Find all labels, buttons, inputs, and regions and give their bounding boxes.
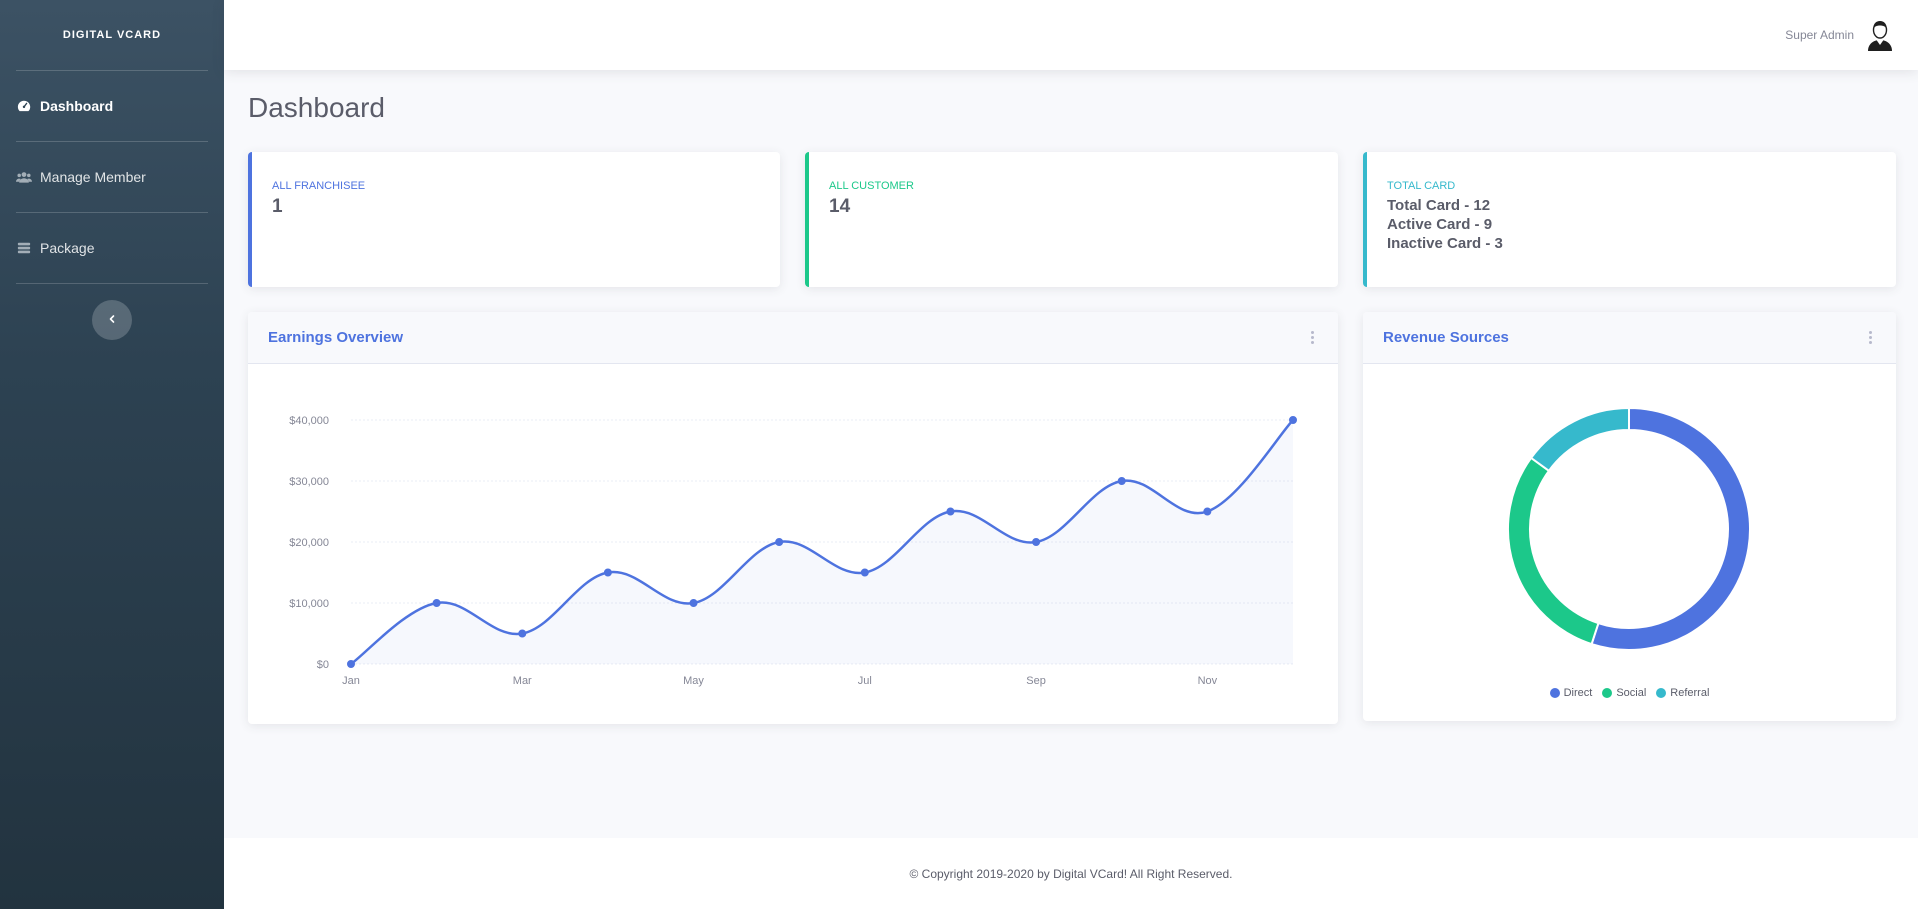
data-point bbox=[1289, 416, 1297, 424]
y-tick-label: $40,000 bbox=[289, 415, 329, 427]
y-tick-label: $10,000 bbox=[289, 598, 329, 610]
legend-swatch bbox=[1656, 688, 1667, 698]
x-tick-label: Jul bbox=[858, 675, 872, 687]
user-avatar-icon[interactable] bbox=[1864, 19, 1896, 51]
user-name[interactable]: Super Admin bbox=[1785, 28, 1854, 42]
area-fill bbox=[351, 420, 1293, 664]
data-point bbox=[432, 599, 441, 607]
sidebar-divider bbox=[16, 283, 208, 284]
data-point bbox=[946, 507, 955, 516]
y-tick-label: $30,000 bbox=[289, 476, 329, 488]
revenue-donut-chart bbox=[1507, 406, 1751, 651]
sidebar-divider bbox=[16, 70, 208, 71]
stat-label: TOTAL CARD bbox=[1387, 180, 1456, 192]
stat-card-total-card: TOTAL CARD Total Card - 12 Active Card -… bbox=[1363, 152, 1896, 287]
data-point bbox=[689, 599, 698, 607]
data-point bbox=[860, 568, 869, 577]
donut-slice-referral bbox=[1529, 406, 1630, 473]
sidebar-item-package[interactable]: Package bbox=[0, 213, 224, 283]
stat-line-active: Active Card - 9 bbox=[1387, 216, 1493, 233]
legend-label: Social bbox=[1616, 687, 1647, 699]
data-point bbox=[603, 568, 612, 577]
data-point bbox=[518, 629, 527, 638]
data-point bbox=[1032, 538, 1041, 546]
x-tick-label: May bbox=[683, 675, 704, 687]
sidebar-item-label: Dashboard bbox=[40, 98, 114, 114]
data-point bbox=[775, 538, 784, 546]
sidebar-item-label: Manage Member bbox=[40, 169, 146, 185]
stat-label: ALL FRANCHISEE bbox=[272, 180, 366, 192]
kebab-menu-icon[interactable] bbox=[1306, 330, 1318, 346]
legend-label: Referral bbox=[1670, 687, 1710, 699]
card-header: Revenue Sources bbox=[1363, 312, 1896, 364]
legend-swatch bbox=[1549, 688, 1560, 698]
x-tick-label: Nov bbox=[1198, 675, 1218, 687]
sidebar-item-manage-member[interactable]: Manage Member bbox=[0, 142, 224, 212]
stat-line-inactive: Inactive Card - 3 bbox=[1387, 235, 1503, 252]
topbar: Super Admin bbox=[224, 0, 1918, 70]
legend-item-referral: Referral bbox=[1656, 687, 1709, 699]
y-tick-label: $20,000 bbox=[289, 537, 329, 549]
stat-label: ALL CUSTOMER bbox=[829, 180, 914, 192]
stat-value: 14 bbox=[829, 196, 851, 217]
copyright-text: © Copyright 2019-2020 by Digital VCard! … bbox=[909, 866, 1233, 881]
footer: © Copyright 2019-2020 by Digital VCard! … bbox=[224, 838, 1918, 909]
stat-line-total: Total Card - 12 bbox=[1387, 197, 1491, 214]
sidebar-divider bbox=[16, 141, 208, 142]
sidebar-item-dashboard[interactable]: Dashboard bbox=[0, 71, 224, 141]
x-tick-label: Sep bbox=[1026, 675, 1046, 687]
kebab-menu-icon[interactable] bbox=[1864, 330, 1876, 346]
legend-item-social: Social bbox=[1602, 687, 1646, 699]
stat-card-franchisee: ALL FRANCHISEE 1 bbox=[248, 152, 780, 287]
users-icon bbox=[16, 169, 32, 185]
stat-card-customer: ALL CUSTOMER 14 bbox=[805, 152, 1338, 287]
card-title: Revenue Sources bbox=[1383, 329, 1509, 346]
layers-icon bbox=[16, 240, 32, 256]
chevron-left-icon bbox=[107, 311, 117, 329]
chart-legend: Direct Social Referral bbox=[1363, 687, 1896, 699]
data-point bbox=[347, 660, 355, 668]
brand-title[interactable]: DIGITAL VCARD bbox=[62, 29, 162, 41]
stat-lines: Total Card - 12 Active Card - 9 Inactive… bbox=[1387, 196, 1896, 253]
legend-label: Direct bbox=[1563, 687, 1593, 699]
x-tick-label: Jan bbox=[342, 675, 360, 687]
y-tick-label: $0 bbox=[317, 659, 329, 671]
stat-value: 1 bbox=[272, 196, 283, 217]
sidebar-item-label: Package bbox=[40, 240, 95, 256]
earnings-overview-card: Earnings Overview $0 $10,000 $20,000 $30,00… bbox=[248, 312, 1338, 724]
x-tick-label: Mar bbox=[513, 675, 532, 687]
legend-swatch bbox=[1602, 688, 1613, 698]
sidebar-divider bbox=[16, 212, 208, 213]
card-title: Earnings Overview bbox=[268, 329, 404, 346]
sidebar-toggle-button[interactable] bbox=[92, 300, 132, 340]
revenue-sources-card: Revenue Sources Direct Social Referral bbox=[1363, 312, 1896, 721]
data-point bbox=[1117, 477, 1126, 485]
sidebar: DIGITAL VCARD Dashboard Manage Member Pa… bbox=[0, 0, 224, 909]
donut-slice-direct bbox=[1590, 406, 1751, 651]
data-point bbox=[1203, 507, 1212, 516]
legend-item-direct: Direct bbox=[1549, 687, 1593, 699]
page-title: Dashboard bbox=[248, 92, 385, 123]
earnings-line-chart: $0 $10,000 $20,000 $30,000 $40,000 Jan Mar May J… bbox=[289, 415, 1297, 687]
donut-slice-social bbox=[1507, 456, 1600, 646]
tachometer-icon bbox=[16, 98, 32, 114]
card-header: Earnings Overview bbox=[248, 312, 1338, 364]
series-line bbox=[350, 419, 1294, 666]
